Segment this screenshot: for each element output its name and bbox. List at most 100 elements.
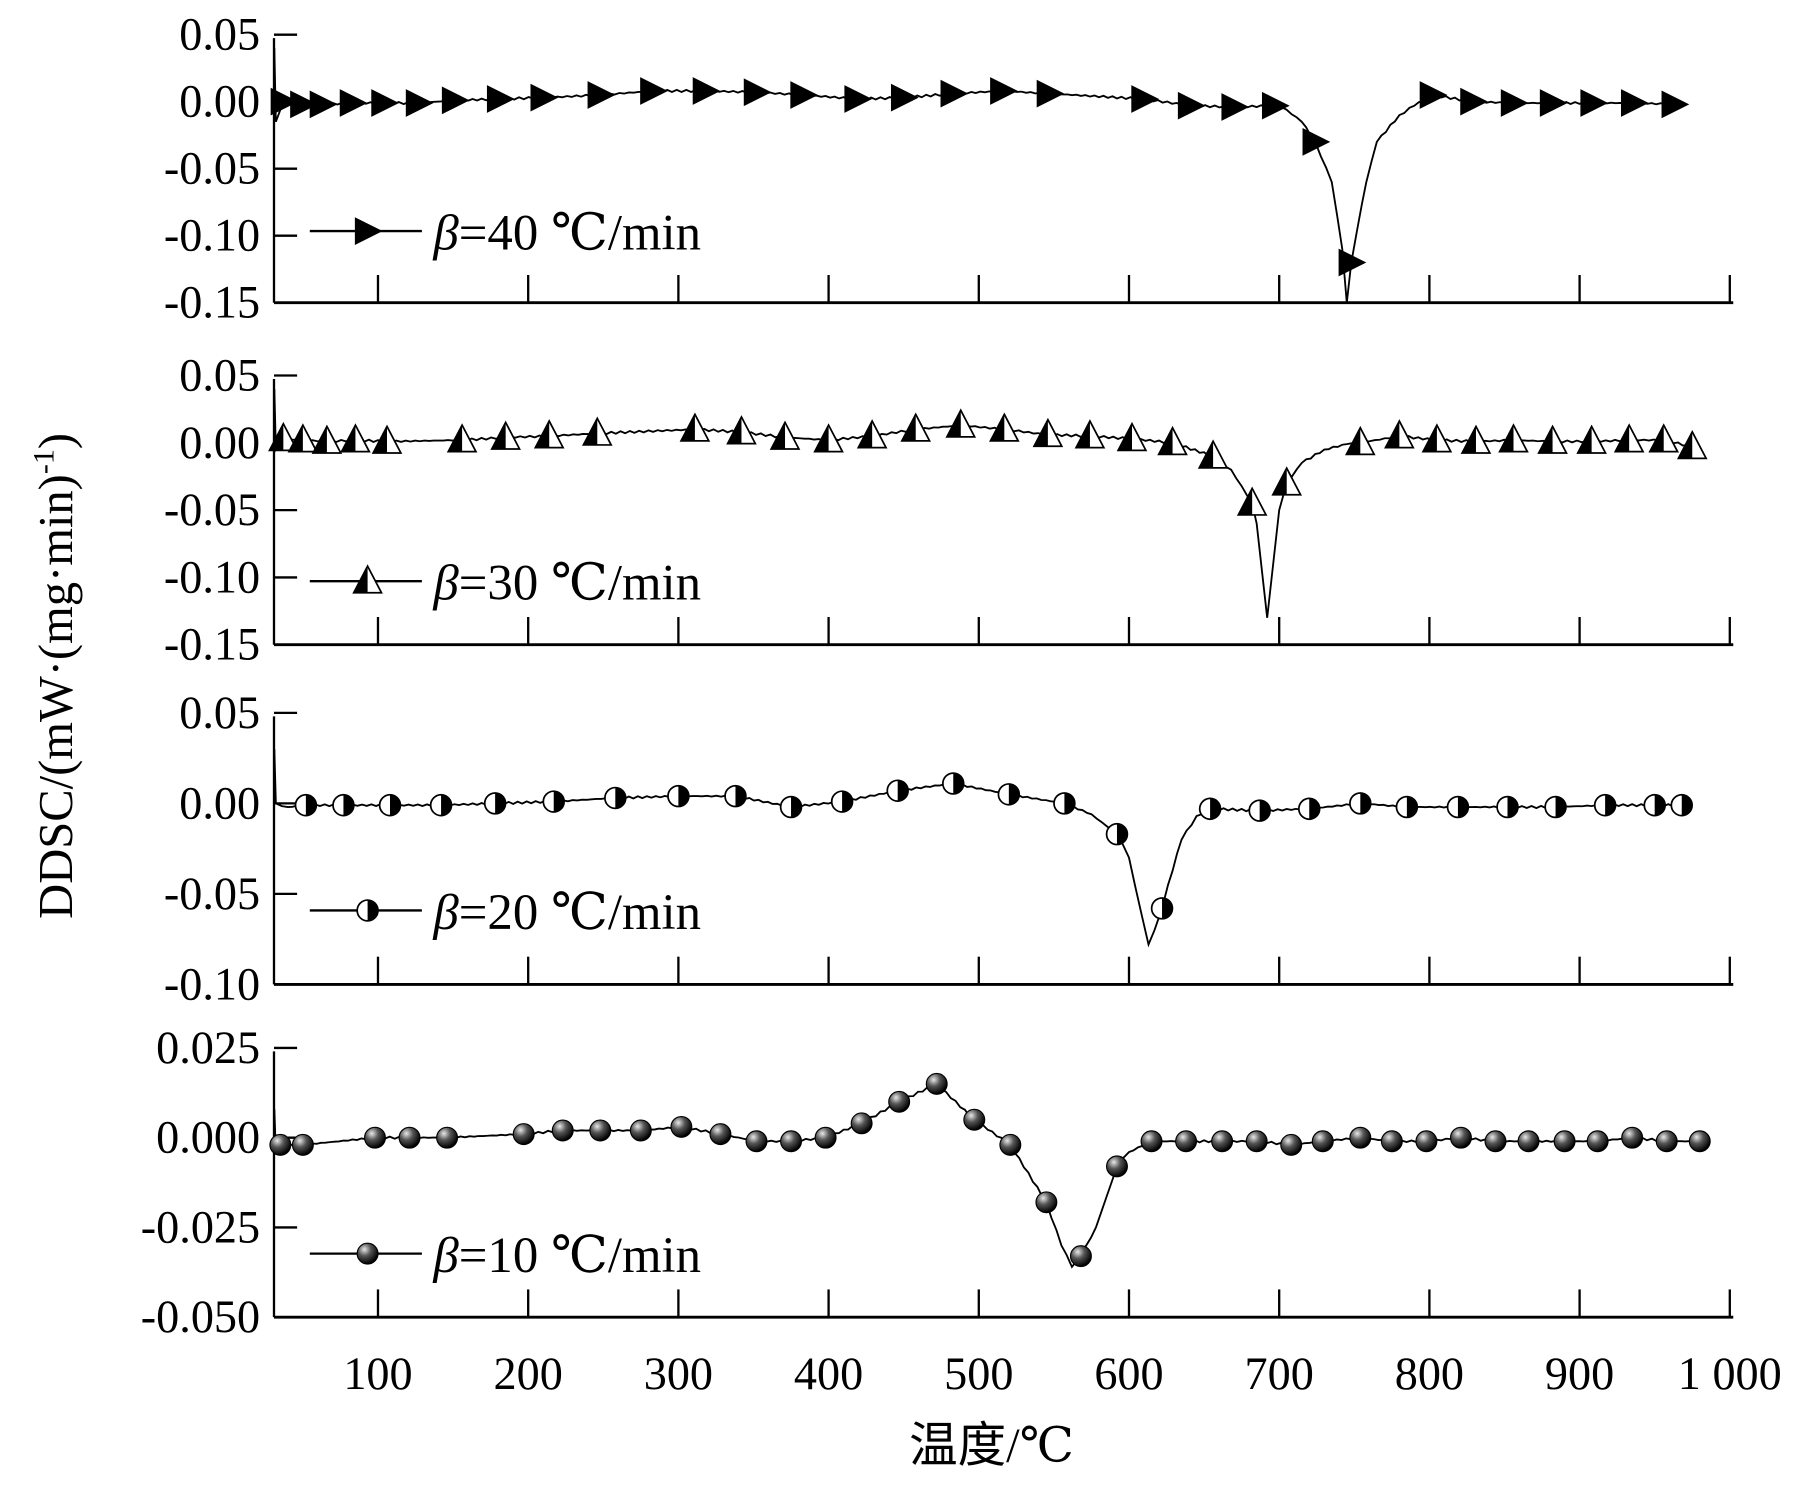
- triangle-marker-half: [1577, 426, 1592, 454]
- data-marker: [640, 77, 668, 105]
- right-triangle-marker: [371, 89, 400, 117]
- data-marker: [1140, 1130, 1163, 1153]
- sphere-marker: [629, 1119, 652, 1142]
- data-marker: [290, 90, 318, 119]
- right-triangle-marker: [1338, 248, 1367, 277]
- x-tick-label: 1 000: [1678, 1348, 1782, 1399]
- y-tick-label: -0.10: [164, 210, 260, 261]
- y-tick-label: 0.00: [179, 76, 260, 127]
- sphere-marker: [1035, 1191, 1058, 1214]
- data-marker: [533, 419, 565, 449]
- triangle-marker-half: [1499, 425, 1514, 452]
- circle-marker-half: [1507, 796, 1518, 818]
- triangle-marker-half: [901, 414, 916, 441]
- sphere-marker: [512, 1123, 535, 1146]
- sphere-marker: [888, 1090, 911, 1113]
- data-marker: [1338, 248, 1367, 277]
- data-marker: [1380, 1130, 1403, 1153]
- data-marker: [1553, 1130, 1576, 1153]
- triangle-marker-half: [1385, 421, 1400, 448]
- data-marker: [900, 412, 931, 442]
- panel-3: 0.05 0.00 -0.05 -0.10 β=20 ℃/min: [164, 687, 1734, 1009]
- sphere-marker: [589, 1119, 612, 1142]
- triangle-marker-half: [1158, 427, 1173, 455]
- data-marker: [1157, 425, 1188, 456]
- data-marker: [1053, 792, 1076, 815]
- data-marker: [1688, 1130, 1711, 1153]
- data-marker: [941, 772, 965, 795]
- data-marker: [1460, 424, 1492, 454]
- data-marker: [1105, 1155, 1128, 1178]
- data-marker: [945, 408, 977, 438]
- triangle-marker-half: [1423, 425, 1437, 452]
- data-marker: [1036, 79, 1065, 108]
- data-marker: [1116, 421, 1148, 452]
- right-triangle-marker: [530, 83, 559, 112]
- right-triangle-marker: [692, 77, 721, 105]
- data-marker: [356, 899, 379, 922]
- sphere-marker: [1349, 1126, 1372, 1149]
- data-marker: [1539, 89, 1568, 117]
- data-marker: [340, 423, 371, 453]
- right-triangle-marker: [1539, 89, 1568, 117]
- data-marker: [890, 83, 919, 112]
- data-marker: [1150, 897, 1174, 920]
- triangle-marker-half: [1615, 425, 1630, 452]
- data-marker: [441, 86, 470, 115]
- data-marker: [1576, 424, 1607, 454]
- data-marker: [790, 81, 819, 109]
- y-tick-label: -0.15: [164, 277, 260, 328]
- x-tick-label: 600: [1094, 1348, 1163, 1399]
- sphere-marker: [1586, 1130, 1609, 1153]
- triangle-marker-half: [269, 423, 284, 451]
- panel-2: 0.05 0.00 -0.05 -0.10 -0.15 β=30 ℃/min: [164, 350, 1734, 670]
- data-marker: [1643, 793, 1666, 817]
- data-marker: [726, 415, 757, 445]
- data-marker: [997, 783, 1021, 806]
- legend-beta: β: [432, 1227, 459, 1283]
- right-triangle-marker: [990, 77, 1018, 105]
- right-triangle-marker: [587, 81, 616, 109]
- data-marker: [1484, 1130, 1507, 1153]
- data-marker: [551, 1119, 574, 1142]
- triangle-marker-half: [946, 410, 961, 437]
- circle-marker-half: [1605, 794, 1616, 816]
- data-marker: [530, 83, 559, 112]
- right-triangle-marker: [405, 89, 434, 117]
- legend: β=30 ℃/min: [309, 555, 701, 611]
- data-marker: [604, 786, 627, 810]
- right-triangle-marker: [790, 81, 819, 109]
- triangle-marker-half: [727, 417, 742, 444]
- circle-marker-half: [953, 773, 964, 794]
- data-marker: [888, 1090, 911, 1113]
- data-marker: [1198, 797, 1222, 821]
- circle-marker-half: [1309, 798, 1320, 820]
- data-marker: [1302, 128, 1331, 156]
- data-marker: [999, 1133, 1022, 1156]
- data-marker: [1613, 423, 1645, 453]
- data-marker: [291, 1133, 314, 1156]
- circle-marker-half: [1654, 794, 1666, 816]
- data-marker: [309, 90, 338, 119]
- legend-label: β=30 ℃/min: [432, 555, 701, 611]
- circle-marker-half: [1555, 796, 1566, 818]
- data-marker: [352, 564, 383, 594]
- data-marker: [769, 420, 801, 450]
- sphere-marker: [999, 1133, 1022, 1156]
- data-marker: [1621, 1126, 1644, 1149]
- data-marker: [1280, 1133, 1303, 1156]
- y-tick-label: -0.10: [164, 958, 260, 1009]
- y-axis-label-main: DDSC/(mW·(mg·min): [30, 474, 83, 919]
- legend-beta: β: [432, 205, 459, 261]
- circle-marker-half: [553, 791, 565, 812]
- circle-marker-half: [1162, 897, 1173, 919]
- y-tick-label: -0.05: [164, 143, 260, 194]
- data-marker: [679, 412, 711, 442]
- sphere-marker: [1140, 1130, 1163, 1153]
- chart-panels: 0.050.00-0.05-0.10-0.15β=40 ℃/min0.050.0…: [141, 9, 1782, 1399]
- sphere-marker: [356, 1242, 379, 1265]
- x-tick-label: 700: [1245, 1348, 1314, 1399]
- x-tick-label: 800: [1395, 1348, 1464, 1399]
- data-marker: [294, 793, 318, 817]
